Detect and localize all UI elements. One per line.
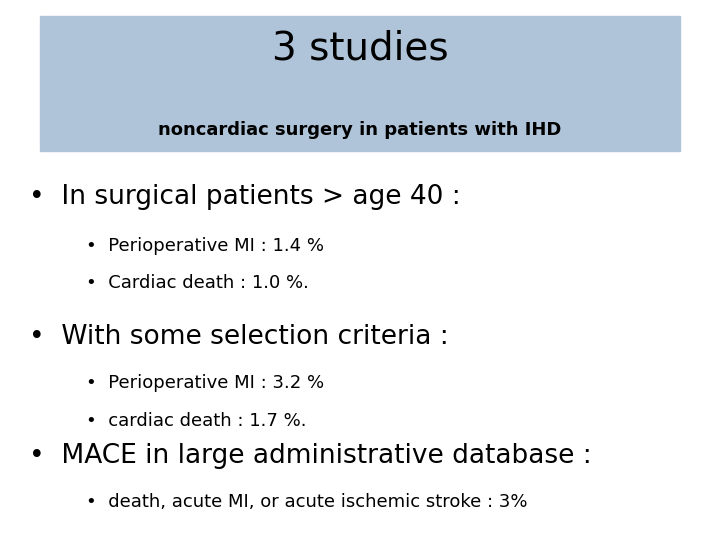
Bar — [40, 16, 680, 151]
Text: •  MACE in large administrative database :: • MACE in large administrative database … — [29, 443, 592, 469]
Text: •  With some selection criteria :: • With some selection criteria : — [29, 325, 449, 350]
Text: 3 studies: 3 studies — [271, 30, 449, 68]
Text: noncardiac surgery in patients with IHD: noncardiac surgery in patients with IHD — [158, 120, 562, 139]
Text: •  Perioperative MI : 1.4 %: • Perioperative MI : 1.4 % — [86, 237, 325, 255]
Text: •  Perioperative MI : 3.2 %: • Perioperative MI : 3.2 % — [86, 374, 325, 393]
Text: •  In surgical patients > age 40 :: • In surgical patients > age 40 : — [29, 184, 461, 210]
Text: •  death, acute MI, or acute ischemic stroke : 3%: • death, acute MI, or acute ischemic str… — [86, 493, 528, 511]
Text: •  cardiac death : 1.7 %.: • cardiac death : 1.7 %. — [86, 412, 307, 430]
Text: •  Cardiac death : 1.0 %.: • Cardiac death : 1.0 %. — [86, 274, 310, 293]
